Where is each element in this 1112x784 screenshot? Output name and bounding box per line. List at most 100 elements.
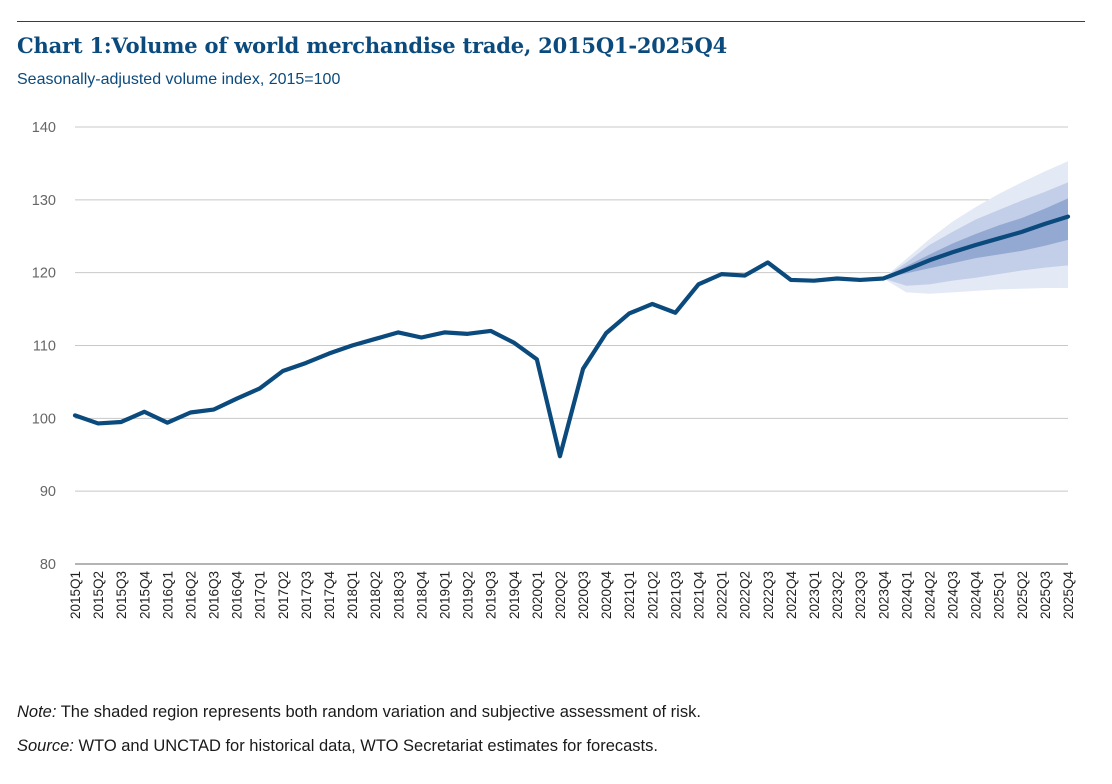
note-label: Note: [17,703,57,721]
data-point [628,312,630,314]
x-tick-label: 2017Q2 [276,571,291,619]
data-point [282,370,284,372]
data-point [513,342,515,344]
y-tick-label: 90 [40,484,56,500]
data-point [374,338,376,340]
x-tick-label: 2022Q2 [738,571,753,619]
x-tick-label: 2018Q1 [345,571,360,619]
x-tick-label: 2020Q2 [553,571,568,619]
data-point [674,312,676,314]
data-point [905,269,907,271]
x-tick-label: 2025Q3 [1038,571,1053,619]
data-point [698,283,700,285]
data-point [605,332,607,334]
x-tick-label: 2018Q2 [368,571,383,619]
data-point [813,280,815,282]
x-tick-label: 2016Q4 [230,571,245,620]
data-point [859,279,861,281]
data-point [166,422,168,424]
x-tick-label: 2020Q1 [530,571,545,619]
data-point [328,353,330,355]
x-tick-label: 2020Q4 [599,571,614,620]
y-tick-label: 110 [33,339,56,355]
x-tick-label: 2024Q3 [946,571,961,619]
x-tick-label: 2024Q4 [969,571,984,620]
x-tick-label: 2024Q2 [922,571,937,619]
data-point [305,362,307,364]
data-point [490,330,492,332]
data-point [189,412,191,414]
x-tick-label: 2022Q1 [715,571,730,619]
data-point [120,421,122,423]
data-point [74,414,76,416]
data-point [582,368,584,370]
chart-subtitle: Seasonally-adjusted volume index, 2015=1… [17,71,341,88]
data-point [836,277,838,279]
x-tick-label: 2019Q2 [461,571,476,619]
x-tick-label: 2019Q4 [507,571,522,620]
x-tick-label: 2017Q1 [253,571,268,619]
data-point [721,273,723,275]
gridlines [75,126,1068,565]
x-tick-label: 2016Q2 [183,571,198,619]
x-tick-label: 2023Q2 [830,571,845,619]
x-tick-label: 2023Q3 [853,571,868,619]
x-tick-label: 2015Q3 [114,571,129,619]
x-tick-label: 2025Q4 [1061,571,1076,620]
x-tick-label: 2025Q1 [992,571,1007,619]
data-point [213,409,215,411]
data-point [420,336,422,338]
x-tick-label: 2021Q3 [668,571,683,619]
x-tick-label: 2024Q1 [899,571,914,619]
series-line-layer [72,214,1071,459]
y-tick-label: 130 [32,193,56,209]
data-point [790,279,792,281]
data-point [975,244,977,246]
data-point [97,422,99,424]
data-point [651,303,653,305]
data-point [143,411,145,413]
x-tick-label: 2021Q2 [645,571,660,619]
x-tick-label: 2019Q1 [437,571,452,619]
x-tick-label: 2017Q3 [299,571,314,619]
x-tick-label: 2015Q1 [68,571,83,619]
data-point [767,261,769,263]
x-tick-label: 2021Q4 [692,571,707,620]
data-point [236,398,238,400]
x-tick-label: 2023Q1 [807,571,822,619]
x-tick-label: 2019Q3 [484,571,499,619]
series-line [72,214,1071,459]
x-tick-label: 2016Q3 [207,571,222,619]
data-point [397,331,399,333]
data-point [998,237,1000,239]
data-point [259,387,261,389]
x-tick-label: 2022Q3 [761,571,776,619]
data-point [536,358,538,360]
y-tick-label: 80 [40,557,56,573]
x-tick-label: 2015Q4 [137,571,152,620]
note-text: The shaded region represents both random… [56,703,701,721]
y-tick-label: 100 [32,411,56,427]
x-tick-label: 2017Q4 [322,571,337,620]
x-tick-label: 2015Q2 [91,571,106,619]
x-tick-label: 2021Q1 [622,571,637,619]
data-point [882,277,884,279]
top-rule [17,21,1085,22]
chart-note: Note: The shaded region represents both … [17,703,701,722]
y-axis-ticks: 80 90 100 110 120 130 140 [32,120,56,573]
data-point [952,251,954,253]
chart-source: Source: WTO and UNCTAD for historical da… [17,737,658,756]
x-axis-ticks: 2015Q1 2015Q2 2015Q3 2015Q4 2016Q1 2016Q2 2016… [68,571,1076,620]
data-point [1044,223,1046,225]
x-tick-label: 2023Q4 [876,571,891,620]
data-point [559,455,561,457]
y-tick-label: 120 [32,266,56,282]
x-tick-label: 2020Q3 [576,571,591,619]
chart-title: Chart 1:Volume of world merchandise trad… [17,33,727,58]
source-label: Source: [17,737,74,755]
x-tick-label: 2018Q4 [414,571,429,620]
data-point [467,333,469,335]
source-text: WTO and UNCTAD for historical data, WTO … [73,737,658,755]
data-point [351,345,353,346]
